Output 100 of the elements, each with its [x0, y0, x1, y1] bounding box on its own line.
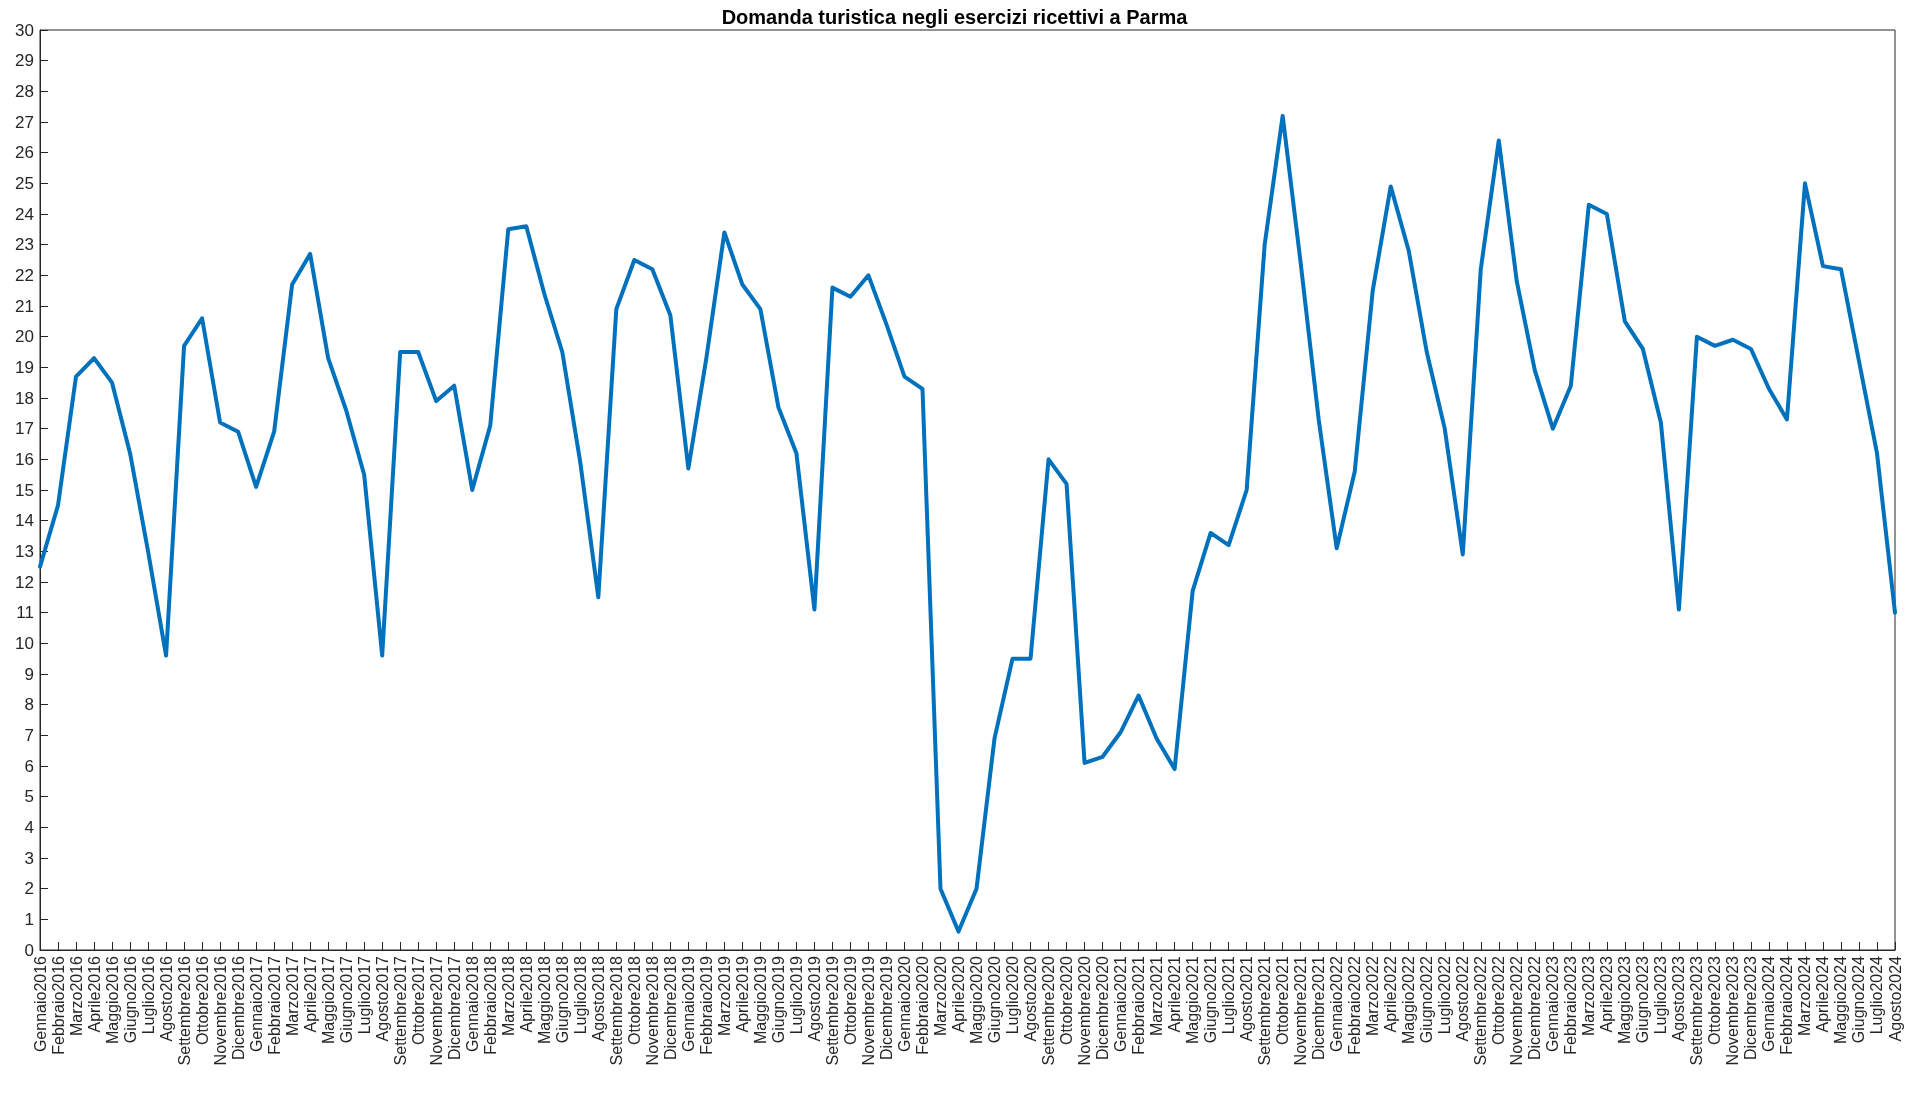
x-tick-label: Giugno2018 — [553, 955, 571, 1044]
x-tick-label: Settembre2023 — [1688, 955, 1706, 1066]
x-tick-label: Marzo2019 — [715, 955, 733, 1037]
y-tick-label: 1 — [24, 909, 34, 929]
y-tick-label: 28 — [15, 81, 34, 101]
x-tick-label: Ottobre2017 — [409, 955, 427, 1045]
x-tick-label: Marzo2017 — [283, 955, 301, 1037]
x-tick-label: Maggio2018 — [535, 955, 553, 1045]
y-tick-label: 9 — [24, 664, 34, 684]
x-tick-label: Luglio2018 — [571, 955, 589, 1035]
y-tick-label: 17 — [15, 419, 34, 439]
x-tick-label: Maggio2024 — [1832, 955, 1850, 1045]
x-tick-label: Marzo2020 — [931, 955, 949, 1037]
x-tick-label: Marzo2018 — [499, 955, 517, 1037]
x-tick-label: Novembre2018 — [643, 955, 661, 1066]
y-tick-label: 22 — [15, 265, 34, 285]
y-tick-label: 26 — [15, 143, 34, 163]
x-tick-label: Febbraio2017 — [265, 955, 283, 1055]
x-tick-label: Marzo2016 — [67, 955, 85, 1037]
x-tick-label: Settembre2018 — [607, 955, 625, 1066]
y-tick-label: 12 — [15, 572, 34, 592]
x-tick-label: Giugno2021 — [1202, 955, 1220, 1044]
x-tick-label: Ottobre2016 — [193, 955, 211, 1045]
x-tick-label: Settembre2016 — [175, 955, 193, 1066]
y-tick-label: 16 — [15, 449, 34, 469]
x-tick-label: Maggio2021 — [1184, 955, 1202, 1045]
y-tick-label: 3 — [24, 848, 34, 868]
x-tick-label: Luglio2016 — [139, 955, 157, 1035]
x-tick-label: Febbraio2021 — [1130, 955, 1148, 1055]
x-tick-label: Dicembre2021 — [1310, 955, 1328, 1061]
x-tick-label: Novembre2019 — [859, 955, 877, 1066]
chart-title: Domanda turistica negli esercizi ricettivi a Parma — [721, 6, 1189, 28]
x-tick-label: Agosto2018 — [589, 955, 607, 1042]
x-tick-label: Dicembre2017 — [445, 955, 463, 1061]
y-tick-label: 25 — [15, 173, 34, 193]
x-tick-label: Dicembre2018 — [661, 955, 679, 1061]
y-tick-label: 23 — [15, 235, 34, 255]
x-tick-label: Ottobre2022 — [1490, 955, 1508, 1045]
x-tick-label: Dicembre2023 — [1742, 955, 1760, 1061]
x-tick-label: Giugno2017 — [337, 955, 355, 1044]
y-tick-label: 5 — [24, 787, 34, 807]
x-tick-label: Maggio2016 — [103, 955, 121, 1045]
x-tick-label: Luglio2019 — [787, 955, 805, 1035]
x-tick-label: Agosto2020 — [1022, 955, 1040, 1042]
x-tick-label: Giugno2016 — [121, 955, 139, 1044]
x-tick-label: Novembre2020 — [1076, 955, 1094, 1066]
x-tick-label: Settembre2022 — [1472, 955, 1490, 1066]
x-tick-label: Marzo2024 — [1796, 955, 1814, 1037]
x-tick-label: Febbraio2020 — [913, 955, 931, 1055]
x-tick-label: Ottobre2021 — [1274, 955, 1292, 1045]
x-tick-label: Agosto2023 — [1670, 955, 1688, 1042]
x-tick-label: Maggio2019 — [751, 955, 769, 1045]
y-tick-label: 7 — [24, 725, 34, 745]
x-tick-label: Agosto2022 — [1454, 955, 1472, 1042]
x-tick-label: Febbraio2024 — [1778, 955, 1796, 1055]
x-tick-label: Febbraio2023 — [1562, 955, 1580, 1055]
x-tick-label: Luglio2017 — [355, 955, 373, 1035]
x-tick-label: Giugno2023 — [1634, 955, 1652, 1044]
x-tick-label: Febbraio2016 — [49, 955, 67, 1055]
y-tick-label: 10 — [15, 633, 34, 653]
y-tick-label: 4 — [24, 817, 34, 837]
x-tick-label: Ottobre2020 — [1058, 955, 1076, 1045]
x-tick-label: Ottobre2023 — [1706, 955, 1724, 1045]
x-tick-label: Maggio2022 — [1400, 955, 1418, 1045]
x-tick-label: Agosto2017 — [373, 955, 391, 1042]
x-tick-label: Febbraio2019 — [697, 955, 715, 1055]
x-tick-label: Novembre2021 — [1292, 955, 1310, 1066]
y-tick-label: 14 — [15, 511, 34, 531]
y-tick-label: 0 — [24, 940, 34, 960]
x-tick-label: Giugno2022 — [1418, 955, 1436, 1044]
x-tick-label: Ottobre2018 — [625, 955, 643, 1045]
x-tick-label: Gennaio2019 — [679, 955, 697, 1053]
y-tick-label: 11 — [16, 603, 34, 623]
y-tick-label: 2 — [24, 879, 34, 899]
x-tick-label: Marzo2021 — [1148, 955, 1166, 1037]
x-tick-label: Gennaio2018 — [463, 955, 481, 1053]
x-tick-label: Agosto2021 — [1238, 955, 1256, 1042]
x-tick-label: Ottobre2019 — [841, 955, 859, 1045]
y-tick-label: 13 — [15, 541, 34, 561]
x-tick-label: Luglio2022 — [1436, 955, 1454, 1035]
x-tick-label: Gennaio2020 — [895, 955, 913, 1053]
x-tick-label: Luglio2020 — [1004, 955, 1022, 1035]
x-tick-label: Luglio2021 — [1220, 955, 1238, 1035]
x-tick-label: Maggio2017 — [319, 955, 337, 1045]
y-tick-label: 24 — [15, 204, 34, 224]
x-tick-label: Settembre2017 — [391, 955, 409, 1066]
x-tick-label: Luglio2023 — [1652, 955, 1670, 1035]
x-tick-label: Agosto2024 — [1886, 955, 1904, 1042]
x-tick-label: Dicembre2020 — [1094, 955, 1112, 1061]
y-tick-label: 18 — [15, 388, 34, 408]
y-tick-label: 19 — [15, 357, 34, 377]
x-tick-label: Luglio2024 — [1868, 955, 1886, 1035]
x-tick-label: Gennaio2017 — [247, 955, 265, 1053]
x-tick-label: Novembre2016 — [211, 955, 229, 1066]
x-tick-label: Maggio2020 — [968, 955, 985, 1045]
y-tick-label: 27 — [15, 112, 34, 132]
line-series — [38, 113, 1897, 934]
y-tick-label: 20 — [15, 327, 34, 347]
x-tick-label: Aprile2021 — [1166, 955, 1184, 1033]
x-tick-label: Settembre2020 — [1040, 955, 1058, 1066]
